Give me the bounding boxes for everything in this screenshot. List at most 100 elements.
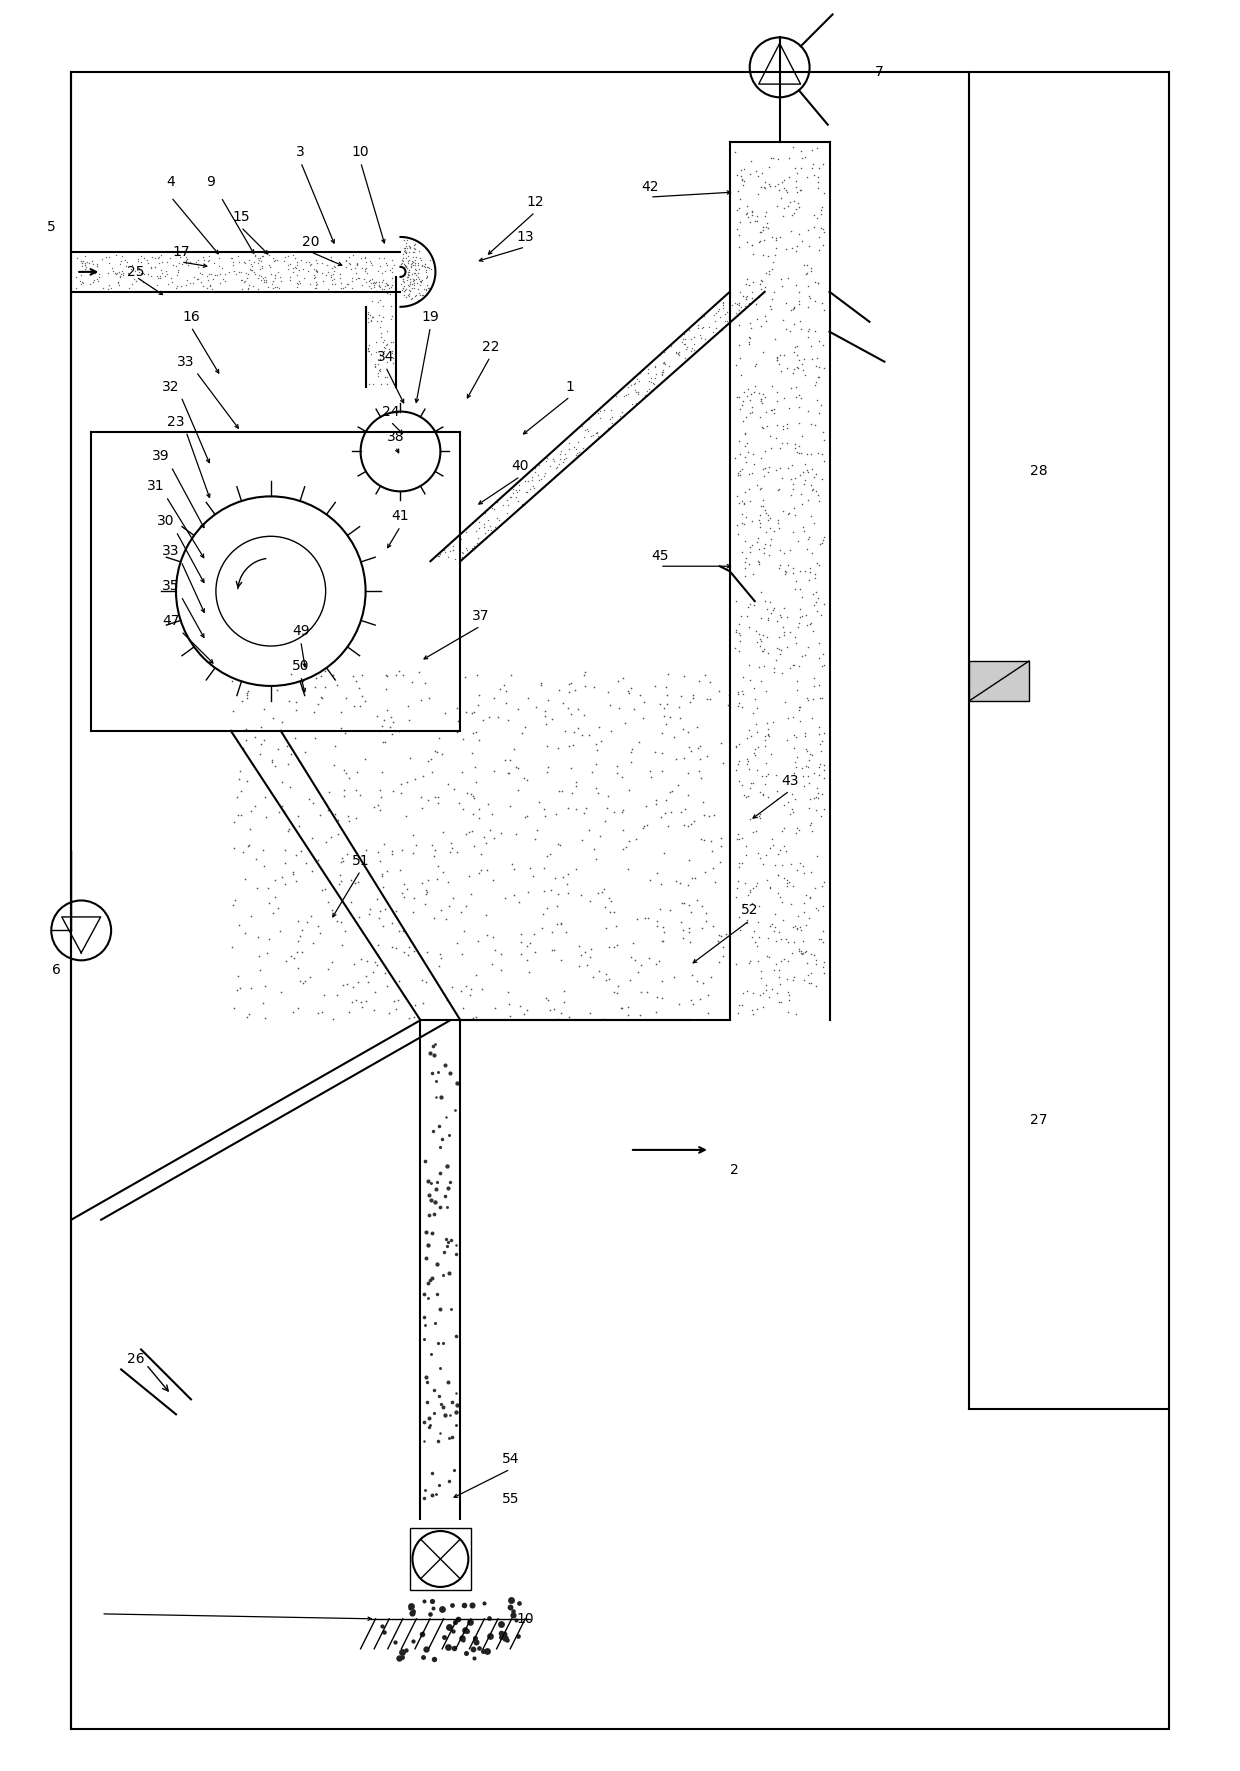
Point bbox=[330, 264, 350, 292]
Point bbox=[265, 246, 285, 275]
Point bbox=[652, 739, 672, 767]
Point bbox=[210, 260, 229, 289]
Point bbox=[463, 781, 482, 809]
Text: 3: 3 bbox=[296, 145, 305, 159]
Point bbox=[363, 267, 383, 296]
Point bbox=[756, 259, 776, 287]
Point bbox=[237, 1002, 257, 1031]
Point bbox=[542, 917, 562, 946]
Point bbox=[786, 999, 806, 1027]
Point bbox=[463, 800, 482, 829]
Point bbox=[403, 271, 423, 299]
Point bbox=[569, 932, 589, 960]
Text: 42: 42 bbox=[641, 181, 658, 195]
Point bbox=[745, 352, 765, 381]
Point bbox=[412, 870, 432, 898]
Point bbox=[419, 684, 439, 712]
Point bbox=[351, 946, 371, 974]
Point bbox=[381, 714, 401, 742]
Point bbox=[157, 248, 177, 276]
Point bbox=[646, 739, 666, 767]
Point bbox=[228, 962, 248, 990]
Point bbox=[237, 714, 257, 742]
Point bbox=[703, 912, 723, 940]
Point bbox=[796, 600, 816, 629]
Point bbox=[639, 375, 658, 404]
Point bbox=[673, 324, 693, 352]
Point bbox=[548, 880, 568, 909]
Point bbox=[239, 246, 259, 275]
Point bbox=[740, 804, 760, 832]
Point bbox=[506, 820, 526, 848]
Point bbox=[479, 1603, 498, 1631]
Point bbox=[377, 250, 397, 278]
Point bbox=[815, 719, 835, 747]
Point bbox=[211, 269, 231, 298]
Point bbox=[176, 246, 196, 275]
Point bbox=[770, 537, 790, 565]
Point bbox=[200, 271, 219, 299]
Point bbox=[796, 735, 816, 763]
Point bbox=[683, 990, 703, 1018]
Point bbox=[647, 983, 667, 1011]
Point bbox=[433, 818, 453, 847]
Point bbox=[684, 322, 704, 351]
Point bbox=[763, 825, 782, 854]
Point bbox=[112, 243, 131, 271]
Point bbox=[811, 214, 831, 243]
Point bbox=[660, 703, 680, 731]
Point bbox=[655, 839, 675, 868]
Point bbox=[381, 328, 401, 356]
Point bbox=[472, 707, 492, 735]
Point bbox=[745, 928, 765, 956]
Point bbox=[466, 767, 486, 795]
Point bbox=[692, 891, 712, 919]
Text: 35: 35 bbox=[162, 579, 180, 593]
Point bbox=[465, 1624, 485, 1652]
Point bbox=[420, 255, 440, 283]
Point bbox=[446, 1411, 466, 1440]
Point bbox=[613, 795, 632, 824]
Point bbox=[444, 533, 464, 561]
Point bbox=[125, 257, 145, 285]
Point bbox=[250, 956, 270, 985]
Point bbox=[587, 751, 606, 779]
Point bbox=[414, 1280, 434, 1309]
Point bbox=[802, 616, 822, 645]
Point bbox=[808, 584, 828, 613]
Point bbox=[813, 230, 833, 259]
Point bbox=[755, 202, 775, 230]
Text: 33: 33 bbox=[177, 354, 195, 368]
Point bbox=[808, 352, 828, 381]
Point bbox=[559, 429, 579, 457]
Point bbox=[751, 384, 771, 413]
Point bbox=[491, 1622, 511, 1651]
Point bbox=[746, 871, 766, 900]
Point bbox=[467, 524, 487, 553]
Point bbox=[551, 999, 570, 1027]
Point bbox=[800, 554, 820, 583]
Point bbox=[812, 652, 832, 680]
Point bbox=[808, 924, 828, 953]
Point bbox=[396, 239, 415, 267]
Point bbox=[794, 514, 813, 542]
Point bbox=[405, 282, 425, 310]
Point bbox=[398, 692, 418, 721]
Point bbox=[791, 384, 811, 413]
Point bbox=[304, 698, 324, 726]
Point bbox=[791, 154, 811, 182]
Point bbox=[770, 836, 790, 864]
Point bbox=[765, 900, 785, 928]
Point bbox=[742, 723, 761, 751]
Point bbox=[455, 1615, 475, 1643]
Point bbox=[409, 271, 429, 299]
Point bbox=[556, 717, 575, 746]
Point bbox=[453, 1626, 472, 1654]
Point bbox=[580, 942, 600, 971]
Point bbox=[790, 287, 810, 315]
Point bbox=[360, 894, 379, 923]
Point bbox=[742, 923, 761, 951]
Point bbox=[201, 259, 221, 287]
Point bbox=[298, 909, 317, 937]
Point bbox=[739, 754, 759, 783]
